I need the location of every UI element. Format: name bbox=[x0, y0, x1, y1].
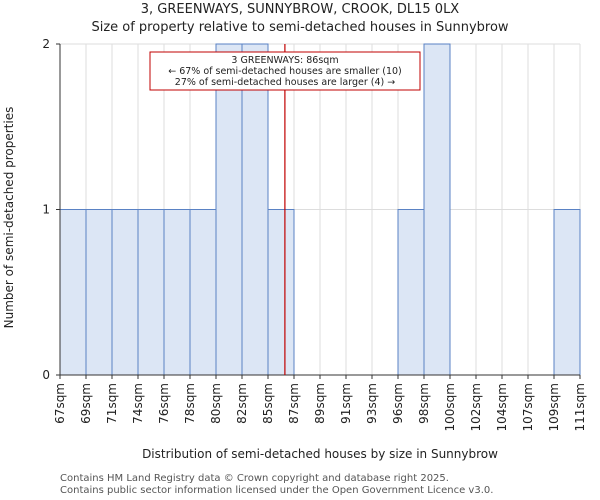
histogram-bar bbox=[59, 209, 87, 376]
histogram-bar bbox=[553, 209, 581, 376]
chart-subtitle: Size of property relative to semi-detach… bbox=[91, 20, 509, 35]
x-tick-label: 100sqm bbox=[443, 383, 457, 431]
x-tick-label: 89sqm bbox=[313, 383, 327, 424]
x-tick-label: 107sqm bbox=[521, 383, 535, 431]
annotation-box bbox=[149, 51, 421, 91]
footer-copyright: Contains HM Land Registry data © Crown c… bbox=[60, 473, 449, 484]
histogram-bar bbox=[111, 209, 139, 376]
x-tick-label: 104sqm bbox=[495, 383, 509, 431]
annotation-text-line: ← 67% of semi-detached houses are smalle… bbox=[168, 66, 402, 77]
x-tick-label: 91sqm bbox=[339, 383, 353, 424]
histogram-bar bbox=[423, 43, 451, 376]
x-tick-label: 82sqm bbox=[235, 383, 249, 424]
x-tick-label: 87sqm bbox=[287, 383, 301, 424]
histogram-bar bbox=[137, 209, 165, 376]
y-axis-title: Number of semi-detached properties bbox=[2, 107, 16, 329]
x-tick-label: 71sqm bbox=[105, 383, 119, 424]
histogram-bar bbox=[267, 209, 295, 376]
x-tick-label: 74sqm bbox=[131, 383, 145, 424]
x-tick-label: 69sqm bbox=[79, 383, 93, 424]
x-tick-label: 111sqm bbox=[573, 383, 587, 431]
x-tick-label: 109sqm bbox=[547, 383, 561, 431]
histogram-bar bbox=[189, 209, 217, 376]
histogram-bar bbox=[215, 43, 243, 376]
histogram-bar bbox=[163, 209, 191, 376]
annotation-text-line: 27% of semi-detached houses are larger (… bbox=[175, 77, 395, 88]
x-tick-label: 96sqm bbox=[391, 383, 405, 424]
annotation-text-line: 3 GREENWAYS: 86sqm bbox=[231, 55, 338, 66]
x-tick-label: 93sqm bbox=[365, 383, 379, 424]
x-tick-label: 85sqm bbox=[261, 383, 275, 424]
chart-title: 3, GREENWAYS, SUNNYBROW, CROOK, DL15 0LX bbox=[140, 2, 460, 17]
y-tick-label: 0 bbox=[42, 368, 50, 382]
x-tick-label: 78sqm bbox=[183, 383, 197, 424]
y-tick-label: 1 bbox=[42, 203, 50, 217]
x-tick-label: 80sqm bbox=[209, 383, 223, 424]
x-axis-title: Distribution of semi-detached houses by … bbox=[142, 447, 498, 461]
x-tick-label: 67sqm bbox=[53, 383, 67, 424]
x-tick-label: 102sqm bbox=[469, 383, 483, 431]
histogram-bar bbox=[241, 43, 269, 376]
x-tick-label: 98sqm bbox=[417, 383, 431, 424]
y-tick-label: 2 bbox=[42, 37, 50, 51]
histogram-bar bbox=[85, 209, 113, 376]
x-tick-label: 76sqm bbox=[157, 383, 171, 424]
histogram-bar bbox=[397, 209, 425, 376]
footer-licence: Contains public sector information licen… bbox=[60, 485, 494, 496]
